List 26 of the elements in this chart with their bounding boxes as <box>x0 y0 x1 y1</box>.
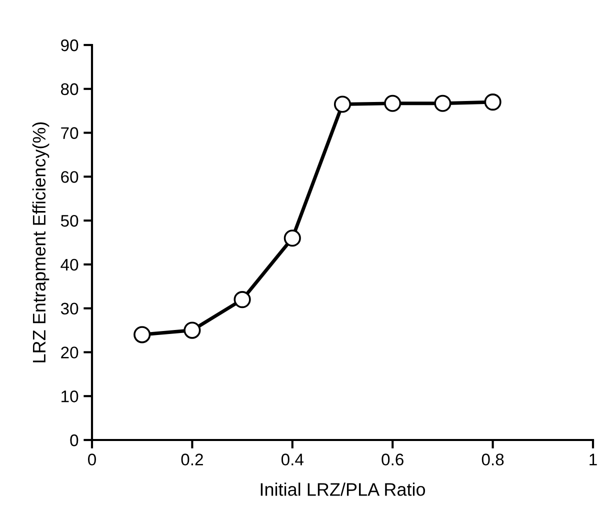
x-tick-label: 0.6 <box>382 454 404 466</box>
y-tick-label: 50 <box>60 214 78 227</box>
x-tick-label: 0.2 <box>181 454 203 466</box>
y-tick-label: 0 <box>70 434 78 446</box>
point <box>234 291 251 308</box>
y-tick-label: 80 <box>60 83 78 96</box>
x-tick-label: 0.4 <box>281 454 304 466</box>
x-tick-label: 1 <box>590 454 597 466</box>
point <box>184 322 201 339</box>
y-tick-label: 90 <box>61 39 78 52</box>
point <box>384 94 402 112</box>
y-tick-label: 40 <box>60 258 78 271</box>
point <box>434 94 452 112</box>
y-tick-label: 70 <box>61 127 78 139</box>
y-tick-label: 20 <box>61 346 78 358</box>
y-axis-title: LRZ Entrapment Efficiency(%) <box>32 122 50 362</box>
x-tick-label: 0.8 <box>482 454 504 466</box>
x-axis-title: Initial LRZ/PLA Ratio <box>260 482 426 496</box>
y-tick-label: 60 <box>61 171 78 183</box>
point <box>284 230 301 247</box>
point <box>334 96 352 113</box>
y-tick-label: 10 <box>62 390 78 402</box>
x-tick-label: 0 <box>88 454 96 466</box>
point <box>484 94 502 111</box>
y-tick-label: 30 <box>60 302 78 315</box>
point <box>134 326 151 344</box>
